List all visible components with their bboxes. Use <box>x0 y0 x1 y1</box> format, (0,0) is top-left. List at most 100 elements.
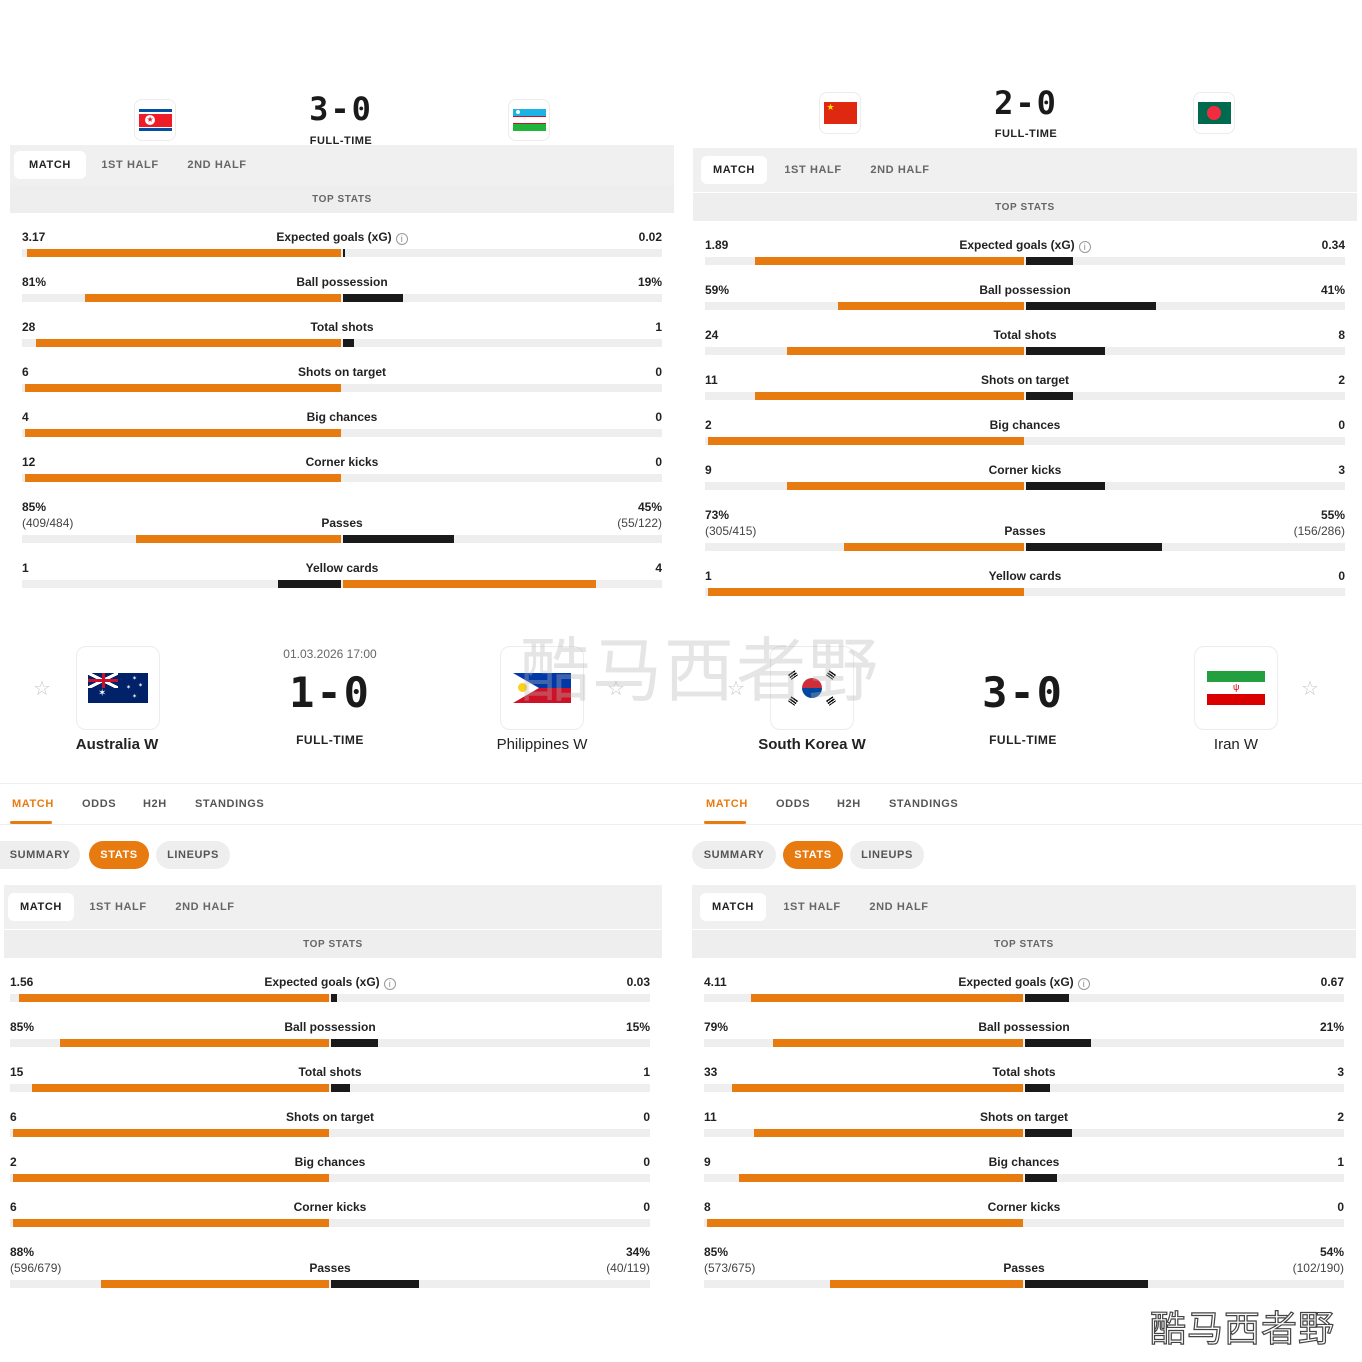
sub-tab-summary[interactable]: SUMMARY <box>692 841 776 869</box>
away-team-name[interactable]: Philippines W <box>496 736 588 753</box>
tab-match[interactable]: MATCH <box>701 156 767 184</box>
uzbekistan-flag-icon <box>512 109 546 131</box>
stat-bar-track <box>22 535 662 543</box>
away-value: 54% <box>1319 1245 1344 1259</box>
stat-label-text: Big chances <box>294 1155 366 1169</box>
home-stat-bar <box>755 392 1024 400</box>
home-team-flag[interactable]: ✶ ✶ ✶ ✶ ✶ <box>76 646 160 730</box>
home-value: 3.17 <box>22 230 46 244</box>
nav-tab-match[interactable]: MATCH <box>706 798 748 810</box>
stat-bar-track <box>22 474 662 482</box>
nav-tab-standings[interactable]: STANDINGS <box>195 798 265 810</box>
stat-label-text: Ball possession <box>296 275 388 289</box>
favorite-star-icon[interactable]: ☆ <box>607 678 625 700</box>
sub-tab-lineups[interactable]: LINEUPS <box>156 841 230 869</box>
away-value: 0.03 <box>626 975 650 989</box>
away-team-flag[interactable] <box>1193 92 1235 134</box>
away-value: 0 <box>1338 569 1345 583</box>
home-team-flag[interactable]: ★ <box>134 99 176 141</box>
away-team-flag[interactable] <box>500 646 584 730</box>
nav-tab-match[interactable]: MATCH <box>12 798 54 810</box>
sub-tab-lineups[interactable]: LINEUPS <box>850 841 924 869</box>
home-sub-value: (305/415) <box>705 524 757 538</box>
nav-tab-odds[interactable]: ODDS <box>776 798 811 810</box>
tab-1st-half[interactable]: 1ST HALF <box>783 901 841 913</box>
australia-flag-icon: ✶ ✶ ✶ ✶ ✶ <box>88 673 148 703</box>
home-stat-bar <box>837 302 1024 310</box>
favorite-star-icon[interactable]: ☆ <box>727 678 745 700</box>
period-tabs: MATCH 1ST HALF 2ND HALF <box>4 885 662 929</box>
away-sub-value: (156/286) <box>1293 524 1345 538</box>
tab-2nd-half[interactable]: 2ND HALF <box>175 901 235 913</box>
sub-tab-summary[interactable]: SUMMARY <box>0 841 80 869</box>
home-team-name[interactable]: Australia W <box>75 736 159 753</box>
tab-1st-half[interactable]: 1ST HALF <box>784 164 842 176</box>
stat-label: Total shots <box>705 328 1345 342</box>
match-status: FULL-TIME <box>989 733 1057 747</box>
stat-label: Total shots <box>10 1065 650 1079</box>
away-value: 0 <box>643 1110 650 1124</box>
nav-tab-standings[interactable]: STANDINGS <box>889 798 959 810</box>
top-stats-header: TOP STATS <box>4 930 662 958</box>
away-value: 0.02 <box>638 230 662 244</box>
stat-row: 1 4 Yellow cards <box>22 561 662 600</box>
stat-row: 12 0 Corner kicks <box>22 455 662 500</box>
home-team-flag[interactable] <box>770 646 854 730</box>
home-value: 85% <box>704 1245 729 1259</box>
home-team-name[interactable]: South Korea W <box>758 736 866 753</box>
stat-row: 11 2 Shots on target <box>704 1110 1344 1155</box>
info-icon[interactable]: i <box>1077 978 1090 990</box>
tab-match[interactable]: MATCH <box>14 151 86 179</box>
tab-2nd-half[interactable]: 2ND HALF <box>869 901 929 913</box>
stat-row: 4.11 0.67 Expected goals (xG) i <box>704 975 1344 1020</box>
home-value: 2 <box>705 418 712 432</box>
tab-2nd-half[interactable]: 2ND HALF <box>187 159 247 171</box>
tab-1st-half[interactable]: 1ST HALF <box>89 901 147 913</box>
away-team-flag[interactable]: ψ <box>1194 646 1278 730</box>
stat-label-text: Passes <box>1004 524 1046 538</box>
sub-tabs: SUMMARY STATS LINEUPS <box>684 841 1362 875</box>
stat-label-text: Total shots <box>992 1065 1056 1079</box>
stat-label-text: Expected goals (xG) <box>958 975 1074 989</box>
tab-match[interactable]: MATCH <box>8 893 74 921</box>
favorite-star-icon[interactable]: ☆ <box>1301 678 1319 700</box>
away-team-flag[interactable] <box>508 99 550 141</box>
stat-label-text: Corner kicks <box>293 1200 367 1214</box>
away-value: 0.34 <box>1321 238 1345 252</box>
period-tabs: MATCH 1ST HALF 2ND HALF <box>693 148 1357 192</box>
sub-tab-stats[interactable]: STATS <box>783 841 843 869</box>
stat-label: Ball possession <box>22 275 662 289</box>
stat-row: 85% 45% (409/484) (55/122) Passes <box>22 500 662 560</box>
stat-label: Ball possession <box>704 1020 1344 1034</box>
away-value: 1 <box>655 320 662 334</box>
home-value: 1.89 <box>705 238 729 252</box>
home-stat-bar <box>843 543 1024 551</box>
stat-label: Ball possession <box>10 1020 650 1034</box>
stat-row: 59% 41% Ball possession <box>705 283 1345 328</box>
info-icon[interactable]: i <box>395 233 408 245</box>
stat-label: Passes <box>704 1261 1344 1275</box>
info-icon[interactable]: i <box>383 978 396 990</box>
stat-bar-track <box>10 1084 650 1092</box>
home-stat-bar <box>708 437 1024 445</box>
stat-label: Big chances <box>22 410 662 424</box>
tab-2nd-half[interactable]: 2ND HALF <box>870 164 930 176</box>
nav-tab-h2h[interactable]: H2H <box>837 798 861 810</box>
tab-match[interactable]: MATCH <box>700 893 766 921</box>
home-stat-bar <box>19 994 329 1002</box>
sub-tab-stats[interactable]: STATS <box>89 841 149 869</box>
info-icon[interactable]: i <box>1078 241 1091 253</box>
nav-tab-odds[interactable]: ODDS <box>82 798 117 810</box>
favorite-star-icon[interactable]: ☆ <box>33 678 51 700</box>
stat-label-text: Corner kicks <box>987 1200 1061 1214</box>
stat-row: 81% 19% Ball possession <box>22 275 662 320</box>
away-team-name[interactable]: Iran W <box>1213 736 1259 753</box>
stat-row: 79% 21% Ball possession <box>704 1020 1344 1065</box>
nav-tab-h2h[interactable]: H2H <box>143 798 167 810</box>
home-stat-bar <box>25 474 341 482</box>
stat-bar-track <box>704 1219 1344 1227</box>
home-stat-bar <box>26 249 341 257</box>
away-stat-bar <box>343 339 354 347</box>
tab-1st-half[interactable]: 1ST HALF <box>101 159 159 171</box>
home-team-flag[interactable]: ★ <box>819 92 861 134</box>
